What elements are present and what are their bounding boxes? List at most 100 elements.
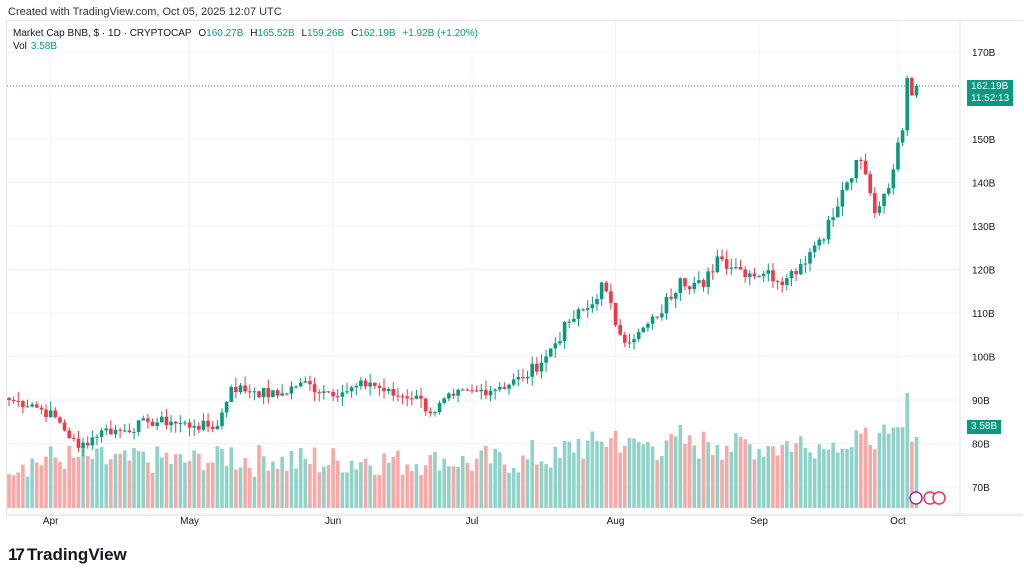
x-tick-label: Apr: [43, 516, 59, 527]
volume-bar: [576, 438, 581, 508]
volume-bar: [572, 452, 576, 508]
x-tick-label: Oct: [890, 516, 906, 527]
candle-body: [567, 321, 572, 323]
y-tick-label: 90B: [972, 396, 990, 407]
y-tick-label: 150B: [972, 135, 996, 146]
volume-bar: [7, 474, 11, 508]
y-tick-label: 110B: [972, 309, 995, 320]
volume-bar: [433, 451, 437, 508]
high-label: H: [250, 28, 258, 39]
candle-body: [687, 286, 692, 290]
volume-bar: [766, 446, 771, 508]
candle-body: [16, 400, 21, 402]
candle-body: [99, 430, 104, 437]
candle-body: [234, 386, 238, 393]
volume-label: Vol: [13, 41, 27, 52]
volume-bar: [590, 431, 595, 508]
symbol-title[interactable]: Market Cap BNB, $ · 1D · CRYPTOCAP: [13, 28, 192, 39]
candle-body: [710, 271, 715, 273]
volume-bar: [525, 459, 530, 508]
volume-bar: [99, 447, 104, 508]
bar-countdown: 11:52:13: [971, 93, 1010, 104]
candle-body: [900, 130, 905, 143]
candle-body: [743, 269, 747, 278]
candle-body: [247, 391, 252, 393]
volume-bar: [729, 451, 734, 508]
volume-bar: [109, 459, 113, 508]
volume-bar: [30, 458, 34, 508]
volume-bar: [271, 461, 275, 508]
volume-bar: [396, 450, 400, 508]
candle-body: [423, 398, 428, 412]
candle-body: [822, 239, 826, 241]
candle-body: [210, 426, 215, 430]
candle-body: [724, 259, 729, 269]
volume-bar: [497, 452, 502, 508]
x-tick-label: Sep: [750, 516, 768, 527]
candle-body: [252, 391, 257, 393]
event-marker-icon: [909, 491, 923, 505]
y-tick-label: 120B: [972, 266, 996, 277]
volume-bar: [210, 462, 215, 508]
volume-bar: [85, 455, 90, 508]
candle-body: [507, 384, 511, 389]
volume-bar: [252, 476, 257, 508]
volume-bar: [891, 427, 896, 508]
volume-bar: [535, 464, 539, 508]
volume-bar: [886, 433, 891, 508]
volume-bar: [349, 460, 354, 508]
volume-bar: [423, 465, 428, 508]
tradingview-logo[interactable]: 17 TradingView: [8, 545, 127, 565]
candle-body: [382, 387, 386, 392]
volume-bar: [340, 472, 345, 508]
candle-body: [673, 293, 678, 299]
candle-body: [803, 263, 808, 265]
volume-bar: [789, 451, 794, 508]
candle-body: [539, 362, 544, 372]
candle-body: [183, 422, 187, 424]
volume-bar: [183, 462, 187, 508]
volume-bar: [748, 444, 752, 508]
volume-bar: [632, 438, 636, 508]
candle-body: [826, 219, 831, 240]
candle-body: [419, 395, 423, 399]
candle-body: [655, 316, 659, 318]
candle-body: [34, 404, 39, 408]
candle-body: [132, 431, 136, 433]
volume-bar: [197, 453, 201, 508]
candle-body: [405, 396, 409, 399]
volume-bar: [562, 440, 567, 508]
volume-bar: [493, 448, 497, 508]
candle-body: [44, 409, 48, 417]
candle-body: [613, 302, 618, 326]
volume-bar: [785, 441, 789, 508]
volume-bar: [95, 448, 99, 508]
volume-bar: [39, 465, 44, 508]
candle-body: [345, 391, 349, 393]
last-price-tag: 162.19B 11:52:13: [967, 80, 1014, 106]
volume-bar: [673, 436, 678, 508]
y-tick-label: 140B: [972, 179, 996, 190]
candle-body: [215, 426, 220, 430]
candle-body: [618, 325, 622, 335]
volume-bar: [48, 446, 53, 508]
volume-bar: [275, 468, 280, 508]
volume-bar: [53, 457, 58, 508]
candle-body: [692, 282, 697, 290]
candle-body: [359, 380, 363, 387]
candle-body: [178, 422, 183, 424]
volume-bar: [488, 463, 493, 508]
candle-body: [257, 391, 261, 398]
candle-body: [595, 299, 599, 305]
candle-body: [104, 428, 109, 431]
volume-bar: [447, 466, 451, 508]
candle-body: [868, 174, 872, 194]
candle-body: [95, 436, 99, 438]
volume-bar: [752, 459, 757, 508]
candle-body: [636, 331, 641, 340]
candle-body: [752, 273, 757, 277]
volume-bar: [595, 441, 599, 508]
candle-body: [910, 78, 914, 96]
volume-bar: [849, 447, 854, 508]
